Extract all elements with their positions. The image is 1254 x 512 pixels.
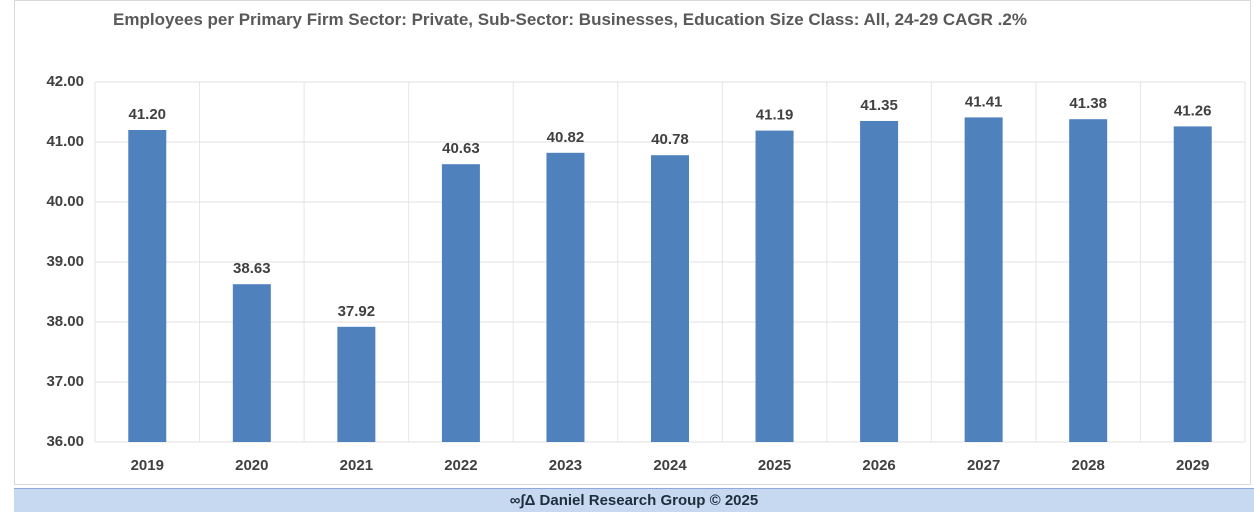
bar: [755, 130, 794, 442]
value-label: 41.38: [1069, 95, 1107, 112]
chart-title: Employees per Primary Firm Sector: Priva…: [113, 10, 1027, 29]
x-tick-label: 2021: [340, 457, 373, 474]
x-tick-label: 2022: [444, 457, 477, 474]
x-tick-label: 2025: [758, 457, 791, 474]
x-tick-label: 2024: [653, 457, 687, 474]
bar: [651, 155, 689, 442]
x-tick-label: 2020: [235, 457, 268, 474]
bar: [337, 326, 376, 442]
bar: [128, 130, 167, 442]
y-tick-label: 40.00: [46, 193, 84, 210]
value-label: 41.35: [860, 97, 898, 114]
bar: [860, 121, 899, 442]
value-label: 41.26: [1174, 102, 1212, 119]
x-tick-label: 2019: [131, 457, 164, 474]
value-label: 38.63: [233, 260, 271, 277]
bar: [1069, 119, 1108, 442]
chart-frame: [14, 0, 1251, 485]
bar: [441, 164, 480, 442]
y-tick-label: 37.00: [46, 373, 84, 390]
chart: 36.00 37.00 38.00 39.00 40.00 41.00 42.00 2019 4…: [46, 73, 1246, 474]
value-label: 37.92: [338, 303, 376, 320]
value-label: 41.20: [128, 106, 166, 123]
bar: [964, 117, 1003, 443]
y-tick-label: 41.00: [46, 133, 84, 150]
x-tick-label: 2023: [549, 457, 582, 474]
x-tick-label: 2029: [1176, 457, 1209, 474]
x-tick-label: 2028: [1071, 457, 1104, 474]
bar: [1173, 126, 1212, 443]
bar: [232, 284, 271, 442]
value-label: 41.19: [756, 107, 794, 124]
value-label: 40.78: [651, 131, 689, 148]
value-label: 41.41: [965, 93, 1003, 110]
bar: [546, 152, 585, 443]
y-tick-label: 42.00: [46, 73, 84, 90]
footer: ∞∫Δ Daniel Research Group © 2025: [14, 488, 1254, 512]
value-label: 40.63: [442, 140, 480, 157]
value-label: 40.82: [547, 129, 585, 146]
x-tick-label: 2026: [862, 457, 895, 474]
y-tick-label: 38.00: [46, 313, 84, 330]
y-tick-label: 36.00: [46, 433, 84, 450]
x-tick-label: 2027: [967, 457, 1000, 474]
y-tick-label: 39.00: [46, 253, 84, 270]
